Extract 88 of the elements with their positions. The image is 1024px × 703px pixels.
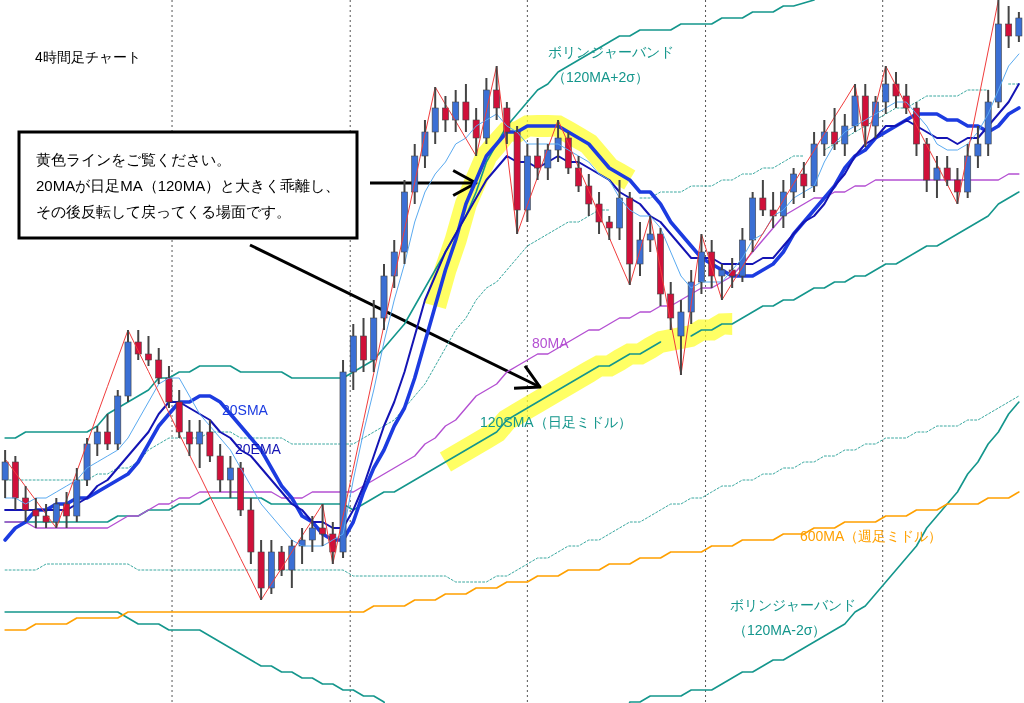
candlestick [267, 539, 275, 595]
candlestick [882, 65, 890, 115]
candlestick [63, 491, 70, 529]
candlestick [718, 263, 726, 301]
candlestick [769, 191, 777, 229]
candlestick [810, 131, 818, 193]
candlestick [493, 65, 501, 121]
candlestick [278, 545, 285, 577]
candlestick [237, 461, 245, 517]
candlestick [52, 497, 60, 529]
candlestick [83, 437, 91, 487]
candlestick [11, 455, 19, 511]
candlestick [349, 323, 357, 391]
candlestick [575, 155, 582, 193]
candlestick [984, 89, 992, 157]
candlestick [544, 143, 552, 181]
candlestick [124, 329, 132, 403]
candlestick [513, 125, 521, 235]
candlestick [257, 539, 265, 601]
series-label: ボリンジャーバンド（120MA-2σ） [730, 597, 856, 638]
annotation: 20MAが日足MA（120MA）と大きく乖離し、 [36, 177, 341, 194]
candlestick [995, 0, 1002, 109]
candlestick [298, 527, 306, 565]
candlestick [698, 233, 705, 295]
candlestick [247, 497, 255, 565]
candlestick [288, 539, 296, 589]
candlestick [800, 161, 808, 199]
text: 4時間足チャート [35, 49, 141, 65]
candlestick [626, 191, 634, 286]
candlestick [923, 137, 931, 193]
candlestick [339, 359, 347, 559]
annotation: その後反転して戻ってくる場面です。 [36, 203, 291, 220]
candlestick [216, 443, 224, 493]
candlestick [73, 467, 81, 523]
series-label: 80MA [532, 335, 570, 351]
candlestick [42, 503, 50, 529]
candlestick [104, 413, 111, 451]
candlestick [452, 89, 460, 133]
candlestick [861, 83, 869, 148]
candlestick [380, 263, 388, 331]
candlestick [329, 521, 337, 565]
candlestick [974, 125, 982, 169]
candlestick [145, 335, 152, 367]
candlestick [227, 455, 234, 499]
candlestick [954, 167, 961, 205]
candlestick [196, 419, 204, 469]
candlestick [155, 347, 163, 385]
candlestick [554, 119, 562, 163]
candlestick [667, 281, 675, 331]
candlestick [175, 389, 183, 439]
candlestick [472, 107, 480, 157]
candlestick [401, 179, 408, 265]
candlestick [431, 86, 439, 145]
candlestick [308, 515, 316, 553]
candlestick [114, 389, 122, 451]
candlestick [677, 299, 685, 376]
candlestick [831, 107, 838, 151]
candlestick [523, 143, 531, 223]
candlestick [1015, 11, 1023, 43]
candlestick [646, 215, 654, 253]
candlestick [93, 425, 101, 457]
candlestick [841, 113, 849, 157]
candlestick [22, 485, 29, 523]
candlestick [206, 419, 214, 463]
candlestick [32, 497, 40, 529]
candlestick [462, 83, 470, 133]
candlestick [605, 215, 613, 241]
candlestick [390, 239, 398, 289]
candlestick [943, 155, 951, 187]
candlestick [1, 449, 9, 499]
candlestick [616, 179, 623, 241]
candlestick [759, 179, 767, 217]
candlestick [319, 503, 326, 547]
candlestick [165, 365, 173, 409]
candlestick [360, 317, 367, 373]
candlestick [534, 137, 541, 181]
candlestick [851, 83, 859, 133]
candlestick [370, 299, 378, 373]
candlestick [964, 143, 972, 199]
candlestick [186, 419, 193, 457]
candlestick [749, 191, 757, 253]
candlestick [442, 95, 449, 133]
candlestick [933, 155, 941, 199]
candlestick [820, 119, 828, 157]
candlestick [1005, 5, 1013, 49]
candlestick [728, 257, 736, 289]
annotation: 黄色ラインをご覧ください。 [36, 151, 231, 168]
candlestick [503, 101, 511, 145]
